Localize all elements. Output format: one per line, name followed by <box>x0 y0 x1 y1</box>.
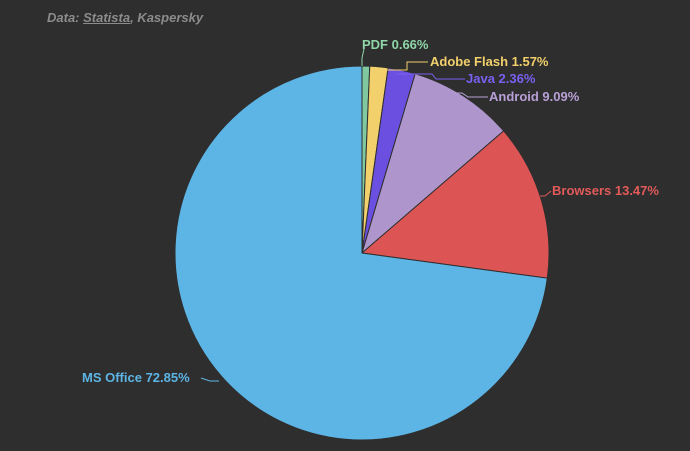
slice-label-browsers: Browsers 13.47% <box>552 183 659 198</box>
connector-java <box>396 73 465 80</box>
data-source-credit: Data: Statista, Kaspersky <box>47 10 203 25</box>
source-link-statista[interactable]: Statista <box>83 10 131 25</box>
connector-pdf <box>361 48 365 66</box>
slice-labels: PDF 0.66%Adobe Flash 1.57% Java 2.36% Andr… <box>82 37 659 385</box>
slice-label-pdf: PDF 0.66% <box>362 37 429 52</box>
source-suffix: , Kaspersky <box>130 10 204 25</box>
slice-label-ms-office: MS Office 72.85% <box>82 370 190 385</box>
pie-slice-ms-office[interactable] <box>174 65 548 441</box>
connector-adobe-flash <box>375 61 428 71</box>
pie-slices <box>174 65 550 441</box>
slice-label-java: Java 2.36% <box>466 71 536 86</box>
slice-label-android: Android 9.09% <box>489 89 580 104</box>
connector-browsers <box>540 190 552 197</box>
label-connectors <box>200 48 552 382</box>
pie-slice-browsers[interactable] <box>360 130 550 279</box>
connector-android <box>455 92 488 98</box>
connector-ms-office <box>200 377 219 382</box>
source-prefix: Data: <box>47 10 84 25</box>
slice-label-adobe-flash: Adobe Flash 1.57% <box>430 54 549 69</box>
pie-slice-android[interactable] <box>361 73 505 255</box>
